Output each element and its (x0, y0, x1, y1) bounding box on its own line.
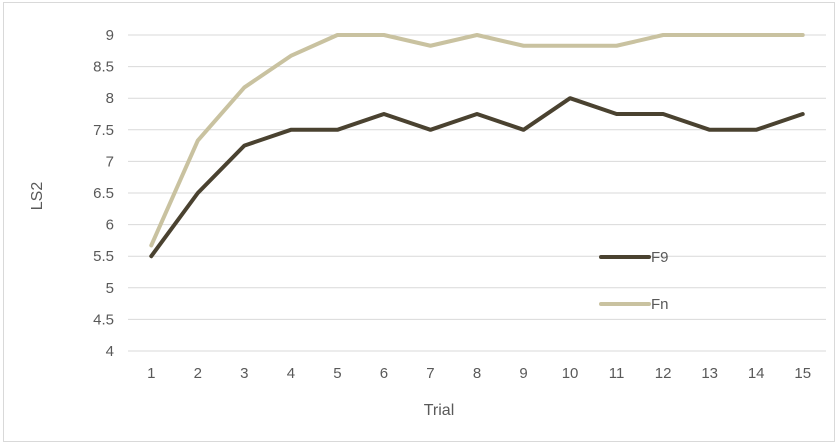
x-tick-label: 6 (380, 365, 388, 382)
y-tick-label: 7.5 (93, 122, 114, 139)
y-tick-label: 9 (106, 27, 114, 44)
y-tick-label: 4 (106, 343, 114, 360)
chart-area: 4 4.5 5 5.5 6 6.5 7 7.5 8 8.5 9 1 2 3 4 5 6 7 8 9 10 11 12 13 1… (3, 2, 835, 442)
legend: F9 Fn (599, 249, 669, 313)
y-tick-label: 6.5 (93, 185, 114, 202)
x-tick-label: 5 (333, 365, 341, 382)
series-line-fn (149, 33, 805, 248)
y-axis-title: LS2 (29, 182, 46, 211)
y-tick-label: 8 (106, 90, 114, 107)
line-chart: 44.555.566.577.588.59 1 2 3 4 5 6 7 8 9 10 11 12 13 1… (29, 27, 826, 419)
x-tick-label: 9 (519, 365, 527, 382)
x-axis-title: Trial (424, 402, 455, 419)
series-line-f9 (149, 96, 805, 259)
y-tick-label: 7 (106, 153, 114, 170)
x-tick-label: 3 (240, 365, 248, 382)
y-tick-label: 5.5 (93, 248, 114, 265)
x-tick-label: 7 (426, 365, 434, 382)
legend-label-f9: F9 (651, 249, 669, 266)
x-tick-label: 15 (794, 365, 811, 382)
x-tick-label: 8 (473, 365, 481, 382)
y-axis-ticks: 4 4.5 5 5.5 6 6.5 7 7.5 8 8.5 9 (93, 27, 114, 360)
y-tick-label: 8.5 (93, 59, 114, 76)
series-lines (149, 33, 805, 259)
y-tick-label: 5 (106, 280, 114, 297)
x-axis-ticks: 1 2 3 4 5 6 7 8 9 10 11 12 13 14 15 (147, 365, 811, 382)
x-tick-label: 11 (609, 365, 625, 382)
x-tick-label: 1 (147, 365, 155, 382)
x-tick-label: 14 (748, 365, 765, 382)
x-tick-label: 10 (562, 365, 579, 382)
x-tick-label: 13 (701, 365, 718, 382)
gridlines (128, 34, 826, 352)
x-tick-label: 2 (194, 365, 202, 382)
x-tick-label: 12 (655, 365, 672, 382)
legend-label-fn: Fn (651, 296, 669, 313)
x-tick-label: 4 (287, 365, 295, 382)
y-tick-label: 4.5 (93, 311, 114, 328)
y-tick-label: 6 (106, 217, 114, 234)
